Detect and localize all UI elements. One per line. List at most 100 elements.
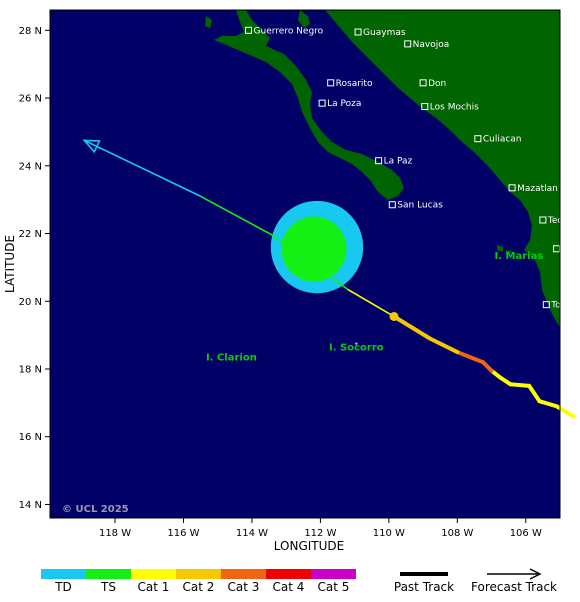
x-tick-label: 114 W <box>236 528 268 539</box>
forecast-track-segment <box>200 195 273 236</box>
city-tomatlan: Tomatlan <box>542 301 580 311</box>
map-frame <box>49 9 561 519</box>
city-san-lucas: San Lucas <box>388 201 443 211</box>
city-don: Don <box>419 79 446 89</box>
y-tick-label: 18 N <box>19 364 42 375</box>
wind-radii <box>270 200 364 294</box>
legend-label-cat-2: Cat 2 <box>183 580 215 594</box>
island-label-i-socorro: I. Socorro <box>329 342 384 353</box>
y-tick-label: 16 N <box>19 432 42 443</box>
forecast-track-legend-label: Forecast Track <box>471 580 557 594</box>
forecast-track-legend-arrow <box>529 568 542 580</box>
city-marker <box>474 135 482 143</box>
island-label-i-marias: I. Marias <box>495 251 544 262</box>
city-label: Culiacan <box>483 135 522 145</box>
city-marker <box>375 157 383 165</box>
legend-swatch-ts <box>86 569 131 579</box>
past-track-legend-label: Past Track <box>394 580 454 594</box>
legend-label-cat-3: Cat 3 <box>228 580 260 594</box>
legend-swatch-cat-4 <box>266 569 311 579</box>
city-label: San Lucas <box>397 201 443 211</box>
city-label: Mazatlan <box>517 184 558 194</box>
cedros-island <box>205 16 212 28</box>
city-marker <box>388 201 396 209</box>
past-track-segment <box>391 314 432 341</box>
city-label: Rosarito <box>336 79 373 89</box>
x-tick-label: 110 W <box>373 528 405 539</box>
y-tick-label: 28 N <box>19 26 42 37</box>
y-tick-label: 20 N <box>19 297 42 308</box>
past-track-segment <box>427 336 460 355</box>
legend-label-cat-4: Cat 4 <box>273 580 305 594</box>
city-marker <box>354 28 362 36</box>
island-markers: I. Marias I. Clarion I. Socorro <box>206 251 543 364</box>
x-tick-label: 108 W <box>441 528 473 539</box>
tiburon-island <box>298 10 310 28</box>
mainland-mexico-landmass <box>325 10 560 328</box>
city-label: Tepic <box>561 245 580 255</box>
legend-label-td: TD <box>54 580 72 594</box>
islas-marias <box>497 245 503 252</box>
legend: TD TS Cat 1 Cat 2 Cat 3 Cat 4 Cat 5 Past Track F… <box>41 568 557 594</box>
city-markers: Guerrero Negro Guaymas Navojoa Rosarito Don L… <box>245 26 580 311</box>
city-label: Don <box>428 79 446 89</box>
forecast-track-segment <box>272 234 349 291</box>
x-tick-label: 112 W <box>304 528 336 539</box>
axis-ticks: 118 W 116 W 114 W 112 W 110 W 108 W 106 W 28 N 2… <box>19 26 542 539</box>
city-label: Tecuala <box>547 216 580 226</box>
city-label: Navojoa <box>413 40 450 50</box>
y-tick-label: 26 N <box>19 94 42 105</box>
islas-marias-small <box>506 250 512 254</box>
city-label: La Poza <box>327 99 361 109</box>
past-track-segment <box>508 382 532 388</box>
city-marker <box>404 40 412 48</box>
city-marker <box>539 216 547 224</box>
past-track-segment <box>498 375 513 387</box>
forecast-arrowhead <box>82 139 101 154</box>
city-marker <box>508 184 516 192</box>
socorro-island-dot <box>355 342 358 345</box>
city-marker <box>542 301 550 309</box>
legend-label-ts: TS <box>100 580 116 594</box>
city-marker <box>327 79 335 87</box>
y-tick-label: 14 N <box>19 500 42 511</box>
ts-wind-radius <box>281 216 347 282</box>
city-rosarito: Rosarito <box>327 79 373 89</box>
x-tick-label: 116 W <box>167 528 199 539</box>
forecast-track-segment <box>83 139 201 197</box>
past-track-segment <box>455 350 485 365</box>
legend-swatch-cat-5 <box>311 569 356 579</box>
copyright-text: © UCL 2025 <box>62 504 129 515</box>
city-la-poza: La Poza <box>318 99 361 109</box>
past-track-segment <box>537 399 559 409</box>
y-axis-title: LATITUDE <box>3 235 17 293</box>
city-label: Tomatlan <box>550 301 580 311</box>
forecast-track-segment <box>347 288 395 318</box>
city-label: La Paz <box>384 157 413 167</box>
past-track-segment <box>527 383 542 404</box>
city-los-mochis: Los Mochis <box>421 103 479 113</box>
baja-california-landmass <box>214 10 404 200</box>
city-label: Guaymas <box>363 28 406 38</box>
city-navojoa: Navojoa <box>404 40 450 50</box>
city-culiacan: Culiacan <box>474 135 522 145</box>
y-tick-label: 24 N <box>19 161 42 172</box>
x-tick-label: 106 W <box>510 528 542 539</box>
legend-label-cat-1: Cat 1 <box>138 580 170 594</box>
city-la-paz: La Paz <box>375 157 413 167</box>
city-mazatlan: Mazatlan <box>508 184 558 194</box>
city-tecuala: Tecuala <box>539 216 580 226</box>
legend-swatch-cat-2 <box>176 569 221 579</box>
island-label-i-clarion: I. Clarion <box>206 353 257 364</box>
past-track-segment <box>554 404 576 419</box>
city-guerrero-negro: Guerrero Negro <box>245 26 324 36</box>
current-position-marker <box>389 311 399 321</box>
city-marker <box>318 99 326 107</box>
legend-label-cat-5: Cat 5 <box>318 580 350 594</box>
city-marker <box>419 79 427 87</box>
legend-swatch-cat-1 <box>131 569 176 579</box>
past-track-segment <box>480 360 494 373</box>
legend-swatch-cat-3 <box>221 569 266 579</box>
y-tick-label: 22 N <box>19 229 42 240</box>
